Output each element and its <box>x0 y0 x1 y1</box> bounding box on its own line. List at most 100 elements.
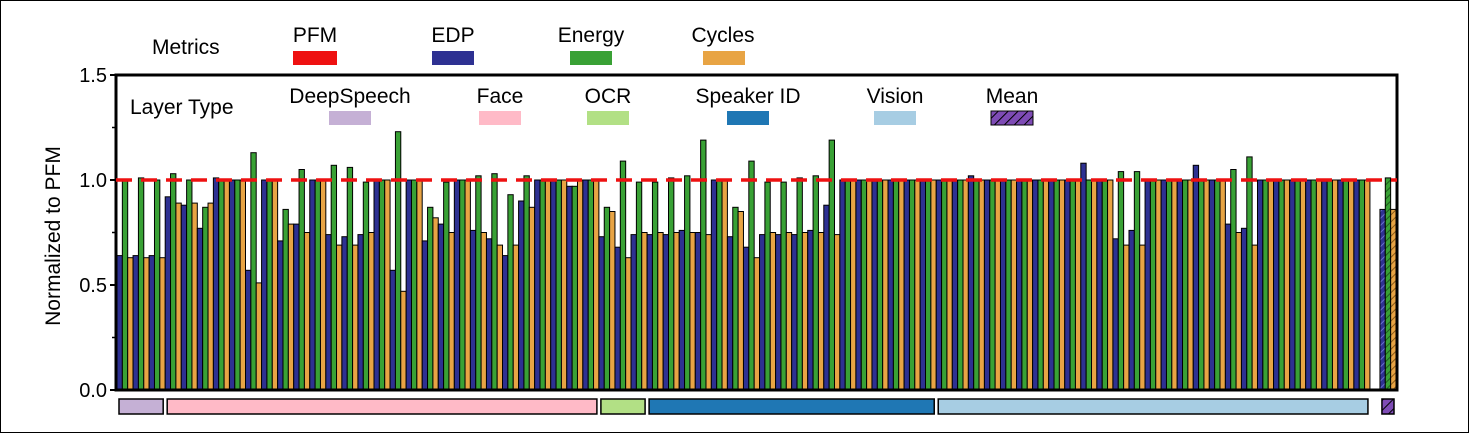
bar-cycles <box>127 257 134 391</box>
bar-edp <box>630 234 637 391</box>
legend-label-pfm: PFM <box>293 24 337 47</box>
bar-energy <box>796 177 803 391</box>
bar-edp <box>212 177 220 391</box>
bar-edp <box>1176 179 1184 391</box>
bar-group <box>116 131 1397 391</box>
bar-edp <box>1048 179 1055 391</box>
bar-cycles <box>1348 179 1355 391</box>
bar-edp <box>951 179 959 391</box>
bar-energy <box>1165 179 1173 391</box>
bar-energy <box>1294 179 1301 391</box>
bar-energy <box>668 177 675 391</box>
bar-cycles <box>287 223 295 391</box>
bar-cycles <box>576 179 584 391</box>
legend-label-cycles: Cycles <box>691 24 754 47</box>
bar-edp <box>839 179 846 391</box>
bar-edp <box>1273 179 1280 391</box>
bar-cycles <box>432 217 439 391</box>
bar-edp <box>550 179 557 391</box>
bar-edp <box>999 179 1007 391</box>
bar-edp <box>614 246 621 391</box>
bar-cycles <box>866 179 873 391</box>
bar-cycles <box>753 257 761 391</box>
bar-energy <box>957 179 964 391</box>
bar-energy <box>1101 179 1109 391</box>
bar-energy <box>1358 179 1366 391</box>
bar-energy <box>443 181 450 391</box>
bar-cycles <box>625 257 632 391</box>
bar-edp <box>1128 229 1135 391</box>
bar-cycles <box>850 179 857 391</box>
bar-energy <box>844 179 852 391</box>
bar-edp <box>1160 179 1167 391</box>
bar-energy <box>1182 179 1189 391</box>
bar-cycles <box>1299 179 1307 391</box>
bar-energy <box>459 179 466 391</box>
bar-edp <box>1256 179 1264 391</box>
y-tick-label: 1.5 <box>79 65 107 87</box>
bar-edp <box>180 204 188 391</box>
bar-energy <box>1069 179 1076 391</box>
bar-cycles <box>962 179 969 391</box>
layer-legend-swatch <box>329 111 371 125</box>
bar-edp <box>1224 223 1232 391</box>
mean-bar-cycles <box>1390 208 1397 391</box>
bar-cycles <box>368 232 375 391</box>
bar-edp <box>791 234 798 391</box>
bar-edp <box>453 179 461 391</box>
bar-edp <box>983 179 991 391</box>
bar-edp <box>228 179 236 391</box>
bar-edp <box>775 234 782 391</box>
bar-energy <box>330 164 338 391</box>
bar-edp <box>871 179 878 391</box>
bar-cycles <box>737 211 744 391</box>
bar-cycles <box>159 257 166 391</box>
bar-energy <box>1246 156 1253 391</box>
bar-energy <box>587 179 595 391</box>
axes: 0.0 0.5 1.0 1.5 <box>79 65 1399 402</box>
bar-energy <box>362 181 370 391</box>
y-tick-label: 0.0 <box>79 380 107 402</box>
bar-cycles <box>528 206 536 391</box>
bar-cycles <box>239 179 246 391</box>
bar-energy <box>1310 179 1317 391</box>
bar-energy <box>314 179 321 391</box>
bar-edp <box>148 255 155 391</box>
bar-energy <box>1037 179 1044 391</box>
bar-edp <box>437 223 445 391</box>
bar-energy <box>378 179 386 391</box>
bar-cycles <box>833 234 841 391</box>
layer-strip-segment <box>166 398 598 415</box>
y-tick-label: 0.5 <box>79 275 107 297</box>
bar-energy <box>1326 179 1333 391</box>
bar-energy <box>1149 179 1157 391</box>
bar-edp <box>1016 179 1023 391</box>
bar-cycles <box>882 179 889 391</box>
bar-cycles <box>480 232 487 391</box>
bar-edp <box>196 227 204 391</box>
bar-energy <box>1230 169 1237 391</box>
bar-edp <box>1112 238 1119 391</box>
bar-cycles <box>1010 179 1018 391</box>
bar-energy <box>475 175 482 391</box>
bar-cycles <box>1203 179 1210 391</box>
bar-energy <box>619 160 627 391</box>
bar-edp <box>662 234 670 391</box>
layer-legend-label: Speaker ID <box>695 85 800 108</box>
bar-edp <box>245 269 252 391</box>
bar-cycles <box>978 179 985 391</box>
layer-legend-swatch <box>727 111 769 125</box>
layer-legend-label: Face <box>477 85 524 108</box>
bar-cycles <box>512 244 520 391</box>
bar-energy <box>137 177 145 391</box>
bar-edp <box>1080 162 1087 391</box>
bar-cycles <box>1331 179 1339 391</box>
bar-energy <box>234 179 241 391</box>
bar-edp <box>277 240 284 391</box>
bar-cycles <box>946 179 953 391</box>
bar-edp <box>389 269 396 391</box>
bar-energy <box>1053 179 1060 391</box>
bar-cycles <box>255 282 263 391</box>
layer-strip-segment <box>1381 398 1395 415</box>
bar-edp <box>855 179 862 391</box>
